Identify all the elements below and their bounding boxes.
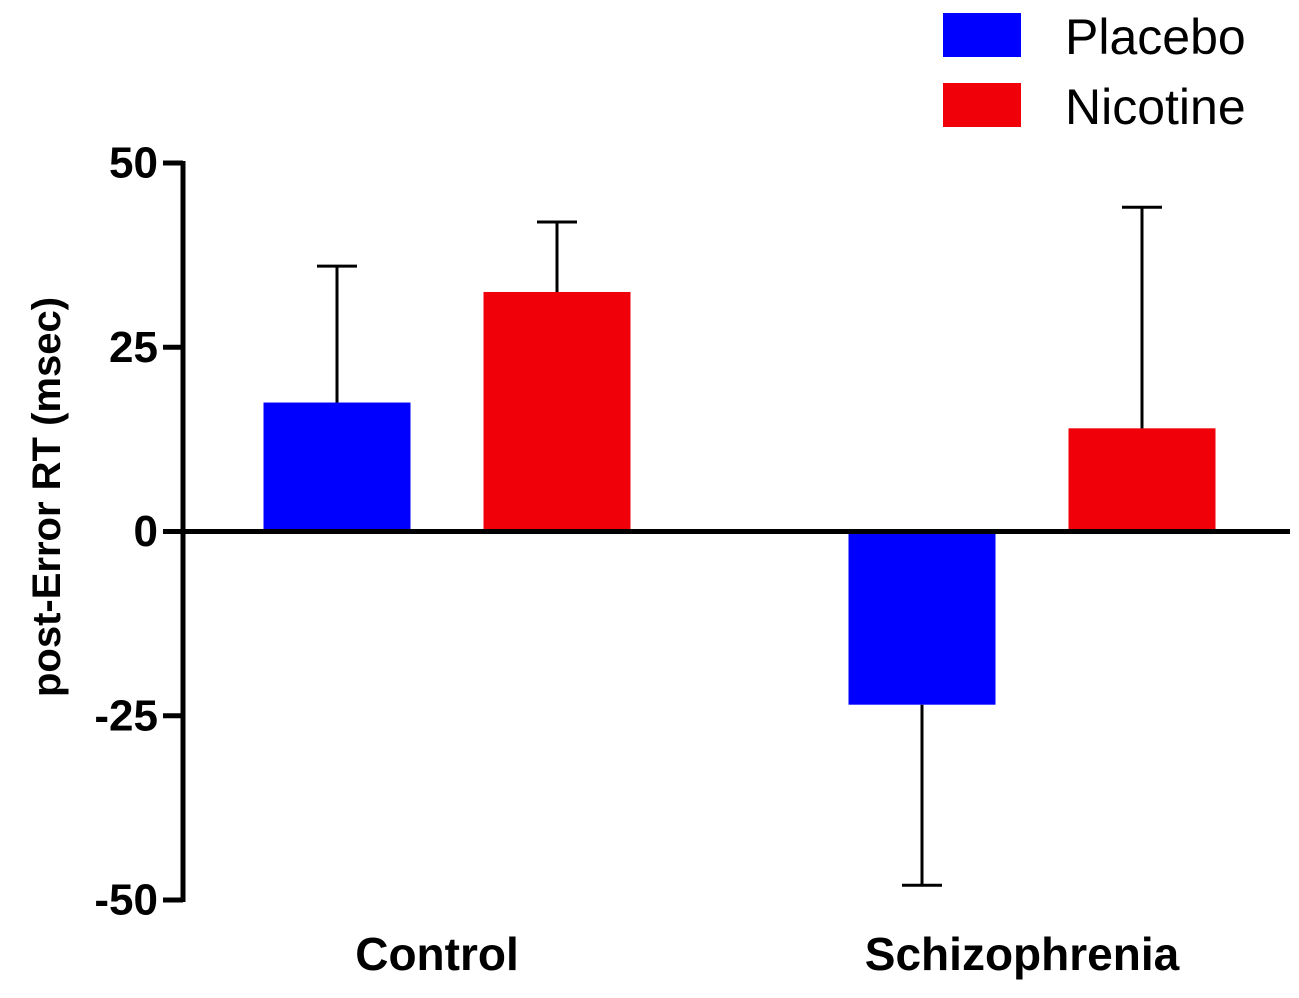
legend-label-nicotine: Nicotine xyxy=(1065,79,1246,135)
bar-schizophrenia-placebo xyxy=(848,531,996,705)
bar-control-nicotine xyxy=(483,291,631,532)
bar-schizophrenia-nicotine xyxy=(1068,428,1216,532)
legend-label-placebo: Placebo xyxy=(1065,9,1246,65)
bars-layer xyxy=(263,291,1216,705)
category-label-schizophrenia: Schizophrenia xyxy=(865,928,1180,980)
y-tick-label: 25 xyxy=(109,323,158,372)
error-bars-layer xyxy=(317,205,1162,887)
bar-control-placebo xyxy=(263,402,411,532)
legend: Placebo Nicotine xyxy=(943,9,1246,135)
y-tick-label: -50 xyxy=(94,876,158,925)
legend-swatch-placebo xyxy=(943,13,1021,57)
y-axis: 50 25 0 -25 -50 xyxy=(94,139,1290,925)
y-axis-title: post-Error RT (msec) xyxy=(25,297,69,697)
legend-swatch-nicotine xyxy=(943,83,1021,127)
y-tick-label: 50 xyxy=(109,139,158,188)
labels-layer: Control Schizophrenia post-Error RT (msec) xyxy=(25,297,1180,980)
category-label-control: Control xyxy=(355,928,519,980)
y-tick-label: 0 xyxy=(134,507,158,556)
y-tick-label: -25 xyxy=(94,691,158,740)
